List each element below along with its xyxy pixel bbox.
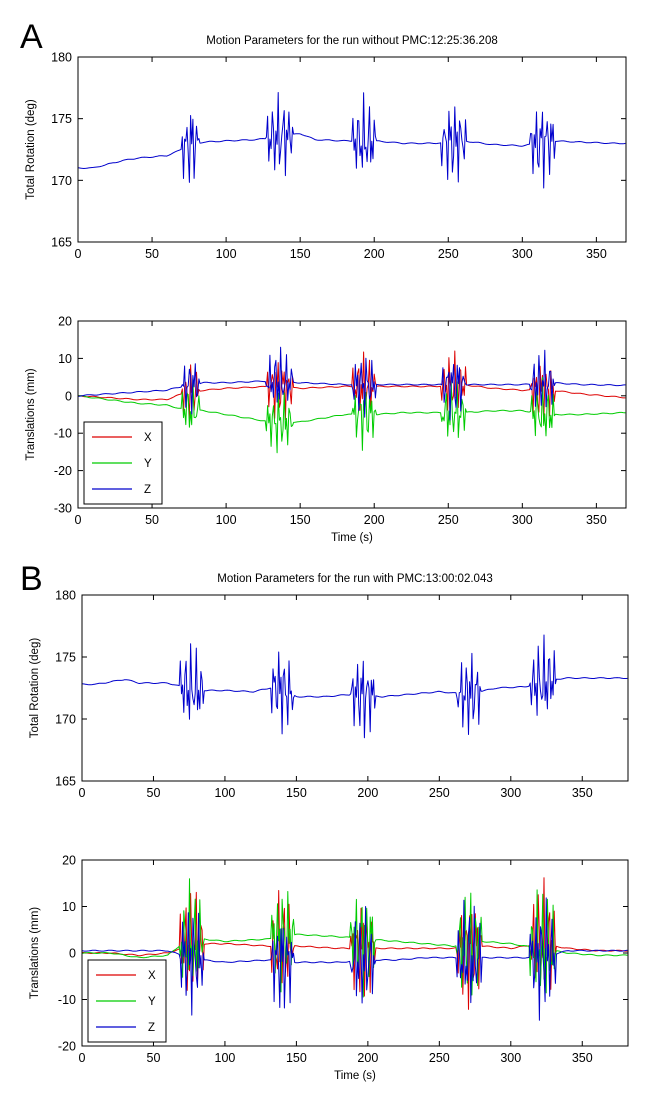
y-axis-label: Total Rotation (deg) xyxy=(29,638,41,739)
x-tick-label: 300 xyxy=(500,786,521,800)
legend-label-y: Y xyxy=(144,458,152,470)
x-tick-label: 150 xyxy=(286,1051,307,1065)
series-line-total-rotation xyxy=(78,92,626,189)
panel-label-b: B xyxy=(20,560,43,598)
y-tick-label: 165 xyxy=(51,236,72,250)
y-axis-label: Translations (mm) xyxy=(25,368,37,460)
legend-label-x: X xyxy=(144,432,152,444)
y-tick-label: 10 xyxy=(62,900,76,914)
x-tick-label: 350 xyxy=(572,786,593,800)
y-tick-label: 10 xyxy=(58,352,72,366)
x-tick-label: 300 xyxy=(512,513,533,527)
chart-0: Motion Parameters for the run without PM… xyxy=(25,35,627,261)
data-area xyxy=(82,877,628,1021)
x-tick-label: 50 xyxy=(147,1051,161,1065)
y-tick-label: 175 xyxy=(51,112,72,126)
x-axis-label: Time (s) xyxy=(334,1070,376,1082)
x-tick-label: 100 xyxy=(216,247,237,261)
axes-box xyxy=(77,320,627,509)
legend-label-x: X xyxy=(148,970,156,982)
y-tick-label: -20 xyxy=(54,464,72,478)
y-tick-label: -30 xyxy=(54,502,72,516)
legend-label-z: Z xyxy=(144,484,151,496)
x-tick-label: 250 xyxy=(429,786,450,800)
x-tick-label: 300 xyxy=(512,247,533,261)
x-tick-label: 0 xyxy=(75,247,82,261)
y-tick-label: 0 xyxy=(69,947,76,961)
chart-title: Motion Parameters for the run without PM… xyxy=(206,35,498,47)
x-tick-label: 300 xyxy=(500,1051,521,1065)
y-tick-label: -10 xyxy=(58,993,76,1007)
x-tick-label: 0 xyxy=(79,1051,86,1065)
y-tick-label: 175 xyxy=(55,651,76,665)
x-tick-label: 200 xyxy=(357,786,378,800)
axes-box xyxy=(81,859,629,1047)
y-axis-label: Translations (mm) xyxy=(29,907,41,999)
y-tick-label: 180 xyxy=(55,589,76,603)
y-tick-label: 0 xyxy=(65,389,72,403)
legend-label-y: Y xyxy=(148,996,156,1008)
panel-label-a: A xyxy=(20,18,43,56)
x-axis-label: Time (s) xyxy=(331,532,373,544)
y-tick-label: 170 xyxy=(51,174,72,188)
data-area xyxy=(78,346,626,454)
x-tick-label: 200 xyxy=(357,1051,378,1065)
y-tick-label: 20 xyxy=(58,315,72,329)
x-tick-label: 150 xyxy=(286,786,307,800)
series-line-y xyxy=(78,377,626,454)
y-tick-label: -20 xyxy=(58,1040,76,1054)
x-tick-label: 0 xyxy=(79,786,86,800)
legend: X Y Z xyxy=(87,959,167,1043)
x-tick-label: 100 xyxy=(215,1051,236,1065)
x-tick-label: 200 xyxy=(364,247,385,261)
axes-box xyxy=(77,56,627,243)
chart-title: Motion Parameters for the run with PMC:1… xyxy=(217,573,493,585)
y-tick-label: 165 xyxy=(55,775,76,789)
x-tick-label: 250 xyxy=(429,1051,450,1065)
x-tick-label: 150 xyxy=(290,247,311,261)
chart-2: Motion Parameters for the run with PMC:1… xyxy=(29,573,629,800)
legend-label-z: Z xyxy=(148,1022,155,1034)
y-tick-label: 20 xyxy=(62,854,76,868)
x-tick-label: 350 xyxy=(572,1051,593,1065)
x-tick-label: 100 xyxy=(215,786,236,800)
series-line-total-rotation xyxy=(82,634,628,739)
y-axis-label: Total Rotation (deg) xyxy=(25,99,37,200)
axes-box xyxy=(81,594,629,782)
x-tick-label: 50 xyxy=(145,513,159,527)
chart-1: Translations (mm)Time (s)0 50 100 150 200 250… xyxy=(25,315,627,544)
series-line-z xyxy=(82,897,628,1021)
chart-3: Translations (mm)Time (s)0 50 100 150 200 250… xyxy=(29,854,629,1082)
x-tick-label: 200 xyxy=(364,513,385,527)
data-area xyxy=(82,634,628,739)
series-line-z xyxy=(78,346,626,421)
x-tick-label: 0 xyxy=(75,513,82,527)
y-tick-label: -10 xyxy=(54,427,72,441)
x-tick-label: 100 xyxy=(216,513,237,527)
x-tick-label: 350 xyxy=(586,513,607,527)
x-tick-label: 250 xyxy=(438,513,459,527)
x-tick-label: 50 xyxy=(145,247,159,261)
x-tick-label: 150 xyxy=(290,513,311,527)
y-tick-label: 180 xyxy=(51,51,72,65)
x-tick-label: 50 xyxy=(147,786,161,800)
x-tick-label: 250 xyxy=(438,247,459,261)
data-area xyxy=(78,92,626,189)
y-tick-label: 170 xyxy=(55,713,76,727)
legend: X Y Z xyxy=(83,421,163,505)
x-tick-label: 350 xyxy=(586,247,607,261)
